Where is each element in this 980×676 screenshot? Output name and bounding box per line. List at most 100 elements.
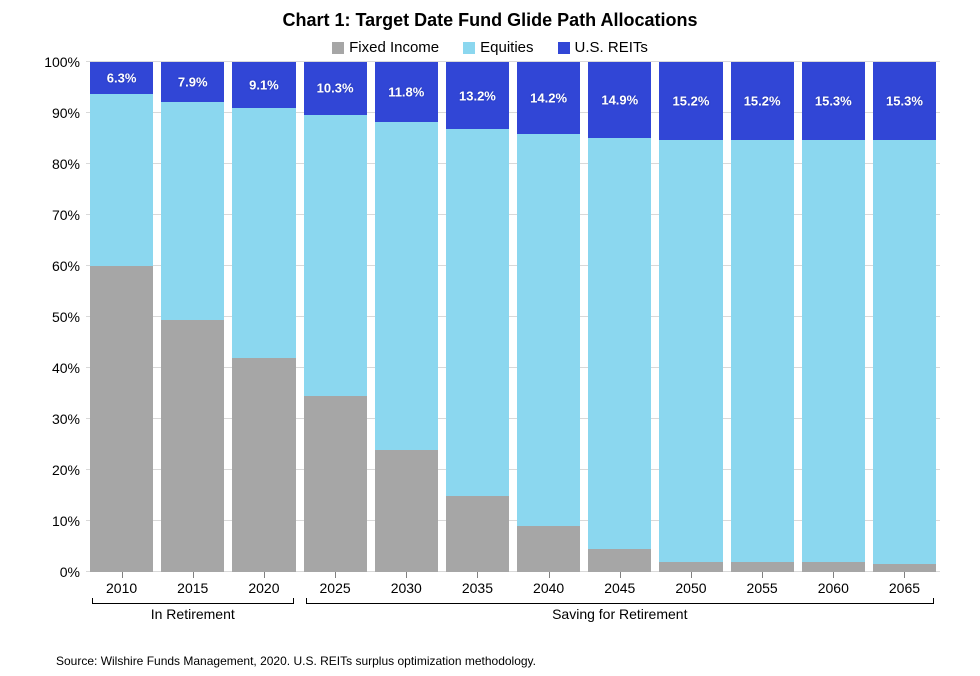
- x-tick: 2035: [446, 576, 509, 596]
- legend-swatch: [558, 42, 570, 54]
- bar-segment-fixed-income: [232, 358, 295, 572]
- x-axis-label: 2050: [659, 576, 722, 596]
- bar-segment-equities: [161, 102, 224, 319]
- category-axis: In Retirement Saving for Retirement: [86, 598, 940, 628]
- x-tick: 2025: [304, 576, 367, 596]
- bar-segment-equities: [873, 140, 936, 564]
- category-bracket: [92, 598, 294, 604]
- x-axis-label: 2025: [304, 576, 367, 596]
- y-axis-label: 0%: [34, 564, 80, 580]
- x-axis-label: 2055: [731, 576, 794, 596]
- bar-column: 15.2%: [659, 62, 722, 572]
- bar-column: 15.2%: [731, 62, 794, 572]
- bar-segment-equities: [304, 115, 367, 397]
- y-axis-label: 100%: [34, 54, 80, 70]
- bars-container: 6.3% 7.9% 9.1% 10.3% 11.8% 13.2% 14.2% 14.9% 15.…: [86, 62, 940, 572]
- x-axis-label: 2010: [90, 576, 153, 596]
- data-label: 6.3%: [107, 71, 137, 86]
- y-axis-label: 90%: [34, 105, 80, 121]
- x-axis-label: 2065: [873, 576, 936, 596]
- category-label: Saving for Retirement: [552, 606, 687, 622]
- legend-label: Equities: [480, 39, 533, 56]
- legend-label: Fixed Income: [349, 39, 439, 56]
- legend-label: U.S. REITs: [575, 39, 648, 56]
- x-axis-label: 2020: [232, 576, 295, 596]
- data-label: 11.8%: [388, 85, 424, 100]
- legend-swatch: [332, 42, 344, 54]
- x-tick: 2060: [802, 576, 865, 596]
- y-axis-label: 20%: [34, 462, 80, 478]
- bar-column: 7.9%: [161, 62, 224, 572]
- x-axis-label: 2060: [802, 576, 865, 596]
- data-label: 15.2%: [673, 93, 710, 108]
- bar-column: 9.1%: [232, 62, 295, 572]
- bar-segment-fixed-income: [161, 320, 224, 572]
- legend: Fixed Income Equities U.S. REITs: [30, 39, 950, 56]
- bar-segment-equities: [232, 108, 295, 357]
- x-tick: 2065: [873, 576, 936, 596]
- bar-segment-fixed-income: [375, 450, 438, 572]
- bar-segment-equities: [517, 134, 580, 526]
- x-tick: 2040: [517, 576, 580, 596]
- y-axis-label: 60%: [34, 258, 80, 274]
- bar-segment-fixed-income: [588, 549, 651, 572]
- x-axis-label: 2045: [588, 576, 651, 596]
- bar-segment-fixed-income: [802, 562, 865, 572]
- bar-column: 14.9%: [588, 62, 651, 572]
- x-axis-label: 2035: [446, 576, 509, 596]
- legend-item: Equities: [463, 39, 533, 56]
- bar-segment-fixed-income: [731, 562, 794, 572]
- x-axis: 2010 2015 2020 2025 2030 2035 2040 2045 2050 2055…: [86, 576, 940, 596]
- bar-column: 6.3%: [90, 62, 153, 572]
- data-label: 15.3%: [886, 94, 923, 109]
- bar-segment-equities: [446, 129, 509, 495]
- data-label: 13.2%: [459, 88, 496, 103]
- bar-segment-fixed-income: [873, 564, 936, 572]
- x-axis-label: 2015: [161, 576, 224, 596]
- data-label: 10.3%: [317, 81, 354, 96]
- y-axis-label: 80%: [34, 156, 80, 172]
- bar-segment-equities: [90, 94, 153, 266]
- y-axis-label: 50%: [34, 309, 80, 325]
- legend-item: Fixed Income: [332, 39, 439, 56]
- bar-column: 13.2%: [446, 62, 509, 572]
- source-note: Source: Wilshire Funds Management, 2020.…: [56, 654, 536, 668]
- bar-column: 11.8%: [375, 62, 438, 572]
- x-tick: 2055: [731, 576, 794, 596]
- x-tick: 2015: [161, 576, 224, 596]
- chart-plot-area: 0%10%20%30%40%50%60%70%80%90%100% 6.3%7.…: [86, 62, 940, 572]
- x-axis-label: 2030: [375, 576, 438, 596]
- y-axis-label: 70%: [34, 207, 80, 223]
- bar-column: 14.2%: [517, 62, 580, 572]
- bar-segment-fixed-income: [517, 526, 580, 572]
- chart-title: Chart 1: Target Date Fund Glide Path All…: [30, 10, 950, 31]
- legend-swatch: [463, 42, 475, 54]
- bar-segment-fixed-income: [446, 496, 509, 573]
- x-tick: 2030: [375, 576, 438, 596]
- bar-segment-fixed-income: [304, 396, 367, 572]
- data-label: 15.3%: [815, 94, 852, 109]
- x-tick: 2020: [232, 576, 295, 596]
- bar-segment-equities: [375, 122, 438, 449]
- bar-segment-fixed-income: [659, 562, 722, 572]
- x-tick: 2010: [90, 576, 153, 596]
- x-axis-label: 2040: [517, 576, 580, 596]
- bar-segment-equities: [588, 138, 651, 549]
- bar-segment-equities: [731, 140, 794, 562]
- bar-segment-equities: [802, 140, 865, 562]
- data-label: 14.2%: [530, 91, 567, 106]
- bar-column: 10.3%: [304, 62, 367, 572]
- bar-segment-fixed-income: [90, 266, 153, 572]
- bar-column: 15.3%: [873, 62, 936, 572]
- y-axis-label: 40%: [34, 360, 80, 376]
- data-label: 9.1%: [249, 78, 279, 93]
- category-label: In Retirement: [151, 606, 235, 622]
- data-label: 7.9%: [178, 75, 208, 90]
- bar-column: 15.3%: [802, 62, 865, 572]
- bar-segment-equities: [659, 140, 722, 562]
- x-tick: 2045: [588, 576, 651, 596]
- x-tick: 2050: [659, 576, 722, 596]
- data-label: 15.2%: [744, 93, 781, 108]
- category-bracket: [306, 598, 935, 604]
- y-axis-label: 10%: [34, 513, 80, 529]
